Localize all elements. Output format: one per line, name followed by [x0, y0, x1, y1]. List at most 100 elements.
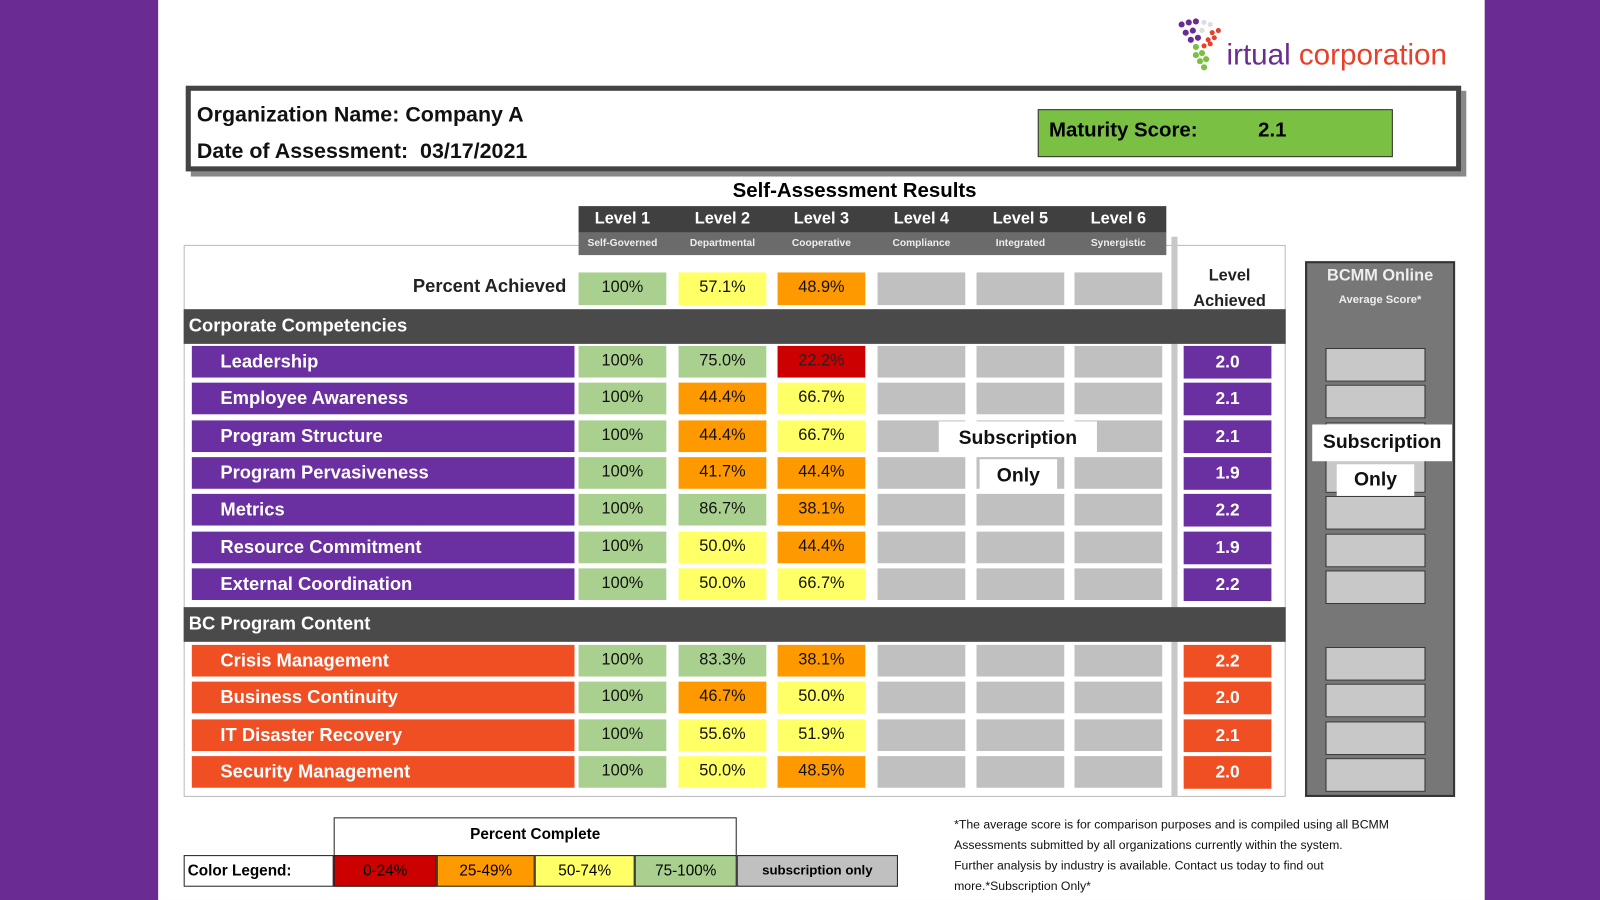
panel-subscription-line1: Subscription — [1312, 424, 1453, 462]
percent-cell-level-1: 100% — [578, 457, 667, 489]
legend-header: Percent Complete — [333, 817, 737, 857]
percent-achieved-label: Percent Achieved — [412, 275, 567, 296]
percent-cell-level-3: 66.7% — [777, 568, 866, 600]
level-header-5: Level 5 — [992, 210, 1049, 228]
competency-label: Resource Commitment — [191, 531, 575, 563]
percent-cell-level-3: 50.0% — [777, 681, 866, 714]
subscription-cell-level-6 — [1074, 644, 1163, 677]
average-score-box — [1325, 646, 1426, 681]
percent-cell-level-3: 22.2% — [777, 345, 866, 378]
competency-label: Security Management — [191, 756, 575, 788]
percent-cell-level-1: 100% — [578, 568, 667, 600]
subscription-cell-level-4 — [877, 272, 966, 306]
subscription-cell-level-5 — [976, 345, 1065, 378]
subscription-cell-level-4 — [877, 644, 966, 677]
percent-cell-level-1: 100% — [578, 345, 667, 378]
competency-label: Leadership — [191, 345, 575, 378]
legend-item: 25-49% — [436, 855, 535, 887]
section-header: BC Program Content — [183, 607, 1286, 642]
legend-item: 0-24% — [333, 855, 437, 887]
percent-cell-level-2: 55.6% — [678, 718, 767, 751]
percent-cell-level-3: 44.4% — [777, 531, 866, 563]
date-value: 03/17/2021 — [420, 139, 528, 164]
competency-label: IT Disaster Recovery — [191, 718, 575, 751]
percent-cell-level-1: 100% — [578, 756, 667, 788]
percent-cell-level-2: 83.3% — [678, 644, 767, 677]
subscription-cell-level-4 — [877, 531, 966, 563]
level-achieved-score: 2.2 — [1183, 644, 1272, 678]
percent-cell-level-2: 57.1% — [678, 272, 767, 306]
subscription-cell-level-4 — [877, 345, 966, 378]
level-header-4: Level 4 — [893, 210, 950, 228]
subscription-cell-level-6 — [1074, 681, 1163, 714]
percent-cell-level-2: 50.0% — [678, 568, 767, 600]
date-label: Date of Assessment: — [196, 139, 409, 164]
percent-cell-level-2: 46.7% — [678, 681, 767, 714]
panel-subscription-line2: Only — [1336, 464, 1415, 496]
subscription-cell-level-4 — [877, 382, 966, 415]
percent-cell-level-1: 100% — [578, 382, 667, 415]
level-achieved-score: 2.1 — [1183, 419, 1272, 453]
level-subtitle-5: Integrated — [995, 237, 1046, 249]
percent-cell-level-2: 44.4% — [678, 382, 767, 415]
column-separator — [1171, 236, 1178, 797]
subscription-cell-level-6 — [1074, 382, 1163, 415]
level-achieved-score: 2.1 — [1183, 718, 1272, 752]
average-score-box — [1325, 533, 1426, 567]
percent-cell-level-2: 44.4% — [678, 419, 767, 452]
percent-cell-level-3: 66.7% — [777, 382, 866, 415]
level-achieved-score: 2.1 — [1183, 382, 1272, 416]
level-subtitle-2: Departmental — [689, 237, 756, 249]
level-achieved-header: Level Achieved — [1193, 267, 1266, 311]
level-subtitle-6: Synergistic — [1090, 237, 1146, 249]
subscription-cell-level-6 — [1074, 756, 1163, 788]
footnote-line: more.*Subscription Only* — [954, 878, 1091, 893]
subscription-cell-level-6 — [1074, 345, 1163, 378]
subscription-cell-level-5 — [976, 272, 1065, 306]
competency-label: Business Continuity — [191, 681, 575, 714]
level-achieved-score: 2.0 — [1183, 756, 1272, 789]
subscription-cell-level-5 — [976, 531, 1065, 563]
level-achieved-score: 2.2 — [1183, 568, 1272, 601]
subscription-cell-level-6 — [1074, 457, 1163, 489]
logo-text-corporation: corporation — [1298, 38, 1447, 72]
percent-cell-level-2: 86.7% — [678, 494, 767, 526]
section-header: Corporate Competencies — [183, 309, 1286, 344]
organization-name: Organization Name: Company A — [197, 103, 524, 127]
subscription-cell-level-6 — [1074, 531, 1163, 563]
average-score-box — [1325, 347, 1426, 382]
percent-cell-level-3: 38.1% — [777, 644, 866, 677]
legend-label: Color Legend: — [183, 855, 334, 887]
subscription-cell-level-5 — [976, 718, 1065, 751]
results-title: Self-Assessment Results — [732, 179, 977, 203]
subscription-cell-level-6 — [1074, 494, 1163, 526]
percent-cell-level-1: 100% — [578, 272, 667, 306]
subscription-cell-level-4 — [877, 718, 966, 751]
level-header-1: Level 1 — [594, 210, 651, 228]
competency-label: Metrics — [191, 494, 575, 526]
subscription-overlay-line2: Only — [979, 459, 1058, 493]
percent-cell-level-1: 100% — [578, 718, 667, 751]
competency-label: Program Structure — [191, 419, 575, 452]
subscription-cell-level-4 — [877, 681, 966, 714]
footnote-line: Assessments submitted by all organizatio… — [954, 837, 1343, 853]
subscription-cell-level-5 — [976, 494, 1065, 526]
percent-cell-level-2: 50.0% — [678, 531, 767, 563]
percent-cell-level-1: 100% — [578, 419, 667, 452]
subscription-cell-level-5 — [976, 568, 1065, 600]
percent-cell-level-2: 41.7% — [678, 457, 767, 489]
level-achieved-score: 1.9 — [1183, 531, 1272, 564]
subscription-cell-level-4 — [877, 494, 966, 526]
panel-title: BCMM Online — [1327, 267, 1434, 285]
footnote-line: *The average score is for comparison pur… — [954, 817, 1389, 832]
subscription-cell-level-6 — [1074, 272, 1163, 306]
percent-cell-level-3: 44.4% — [777, 457, 866, 489]
subscription-cell-level-4 — [877, 568, 966, 600]
competency-label: Crisis Management — [191, 644, 575, 677]
competency-label: External Coordination — [191, 568, 575, 600]
logo-dots-icon — [1178, 18, 1221, 71]
organization-header: Organization Name: Company A Date of Ass… — [185, 85, 1462, 172]
subscription-cell-level-6 — [1074, 718, 1163, 751]
average-score-box — [1325, 570, 1426, 604]
subscription-cell-level-5 — [976, 382, 1065, 415]
